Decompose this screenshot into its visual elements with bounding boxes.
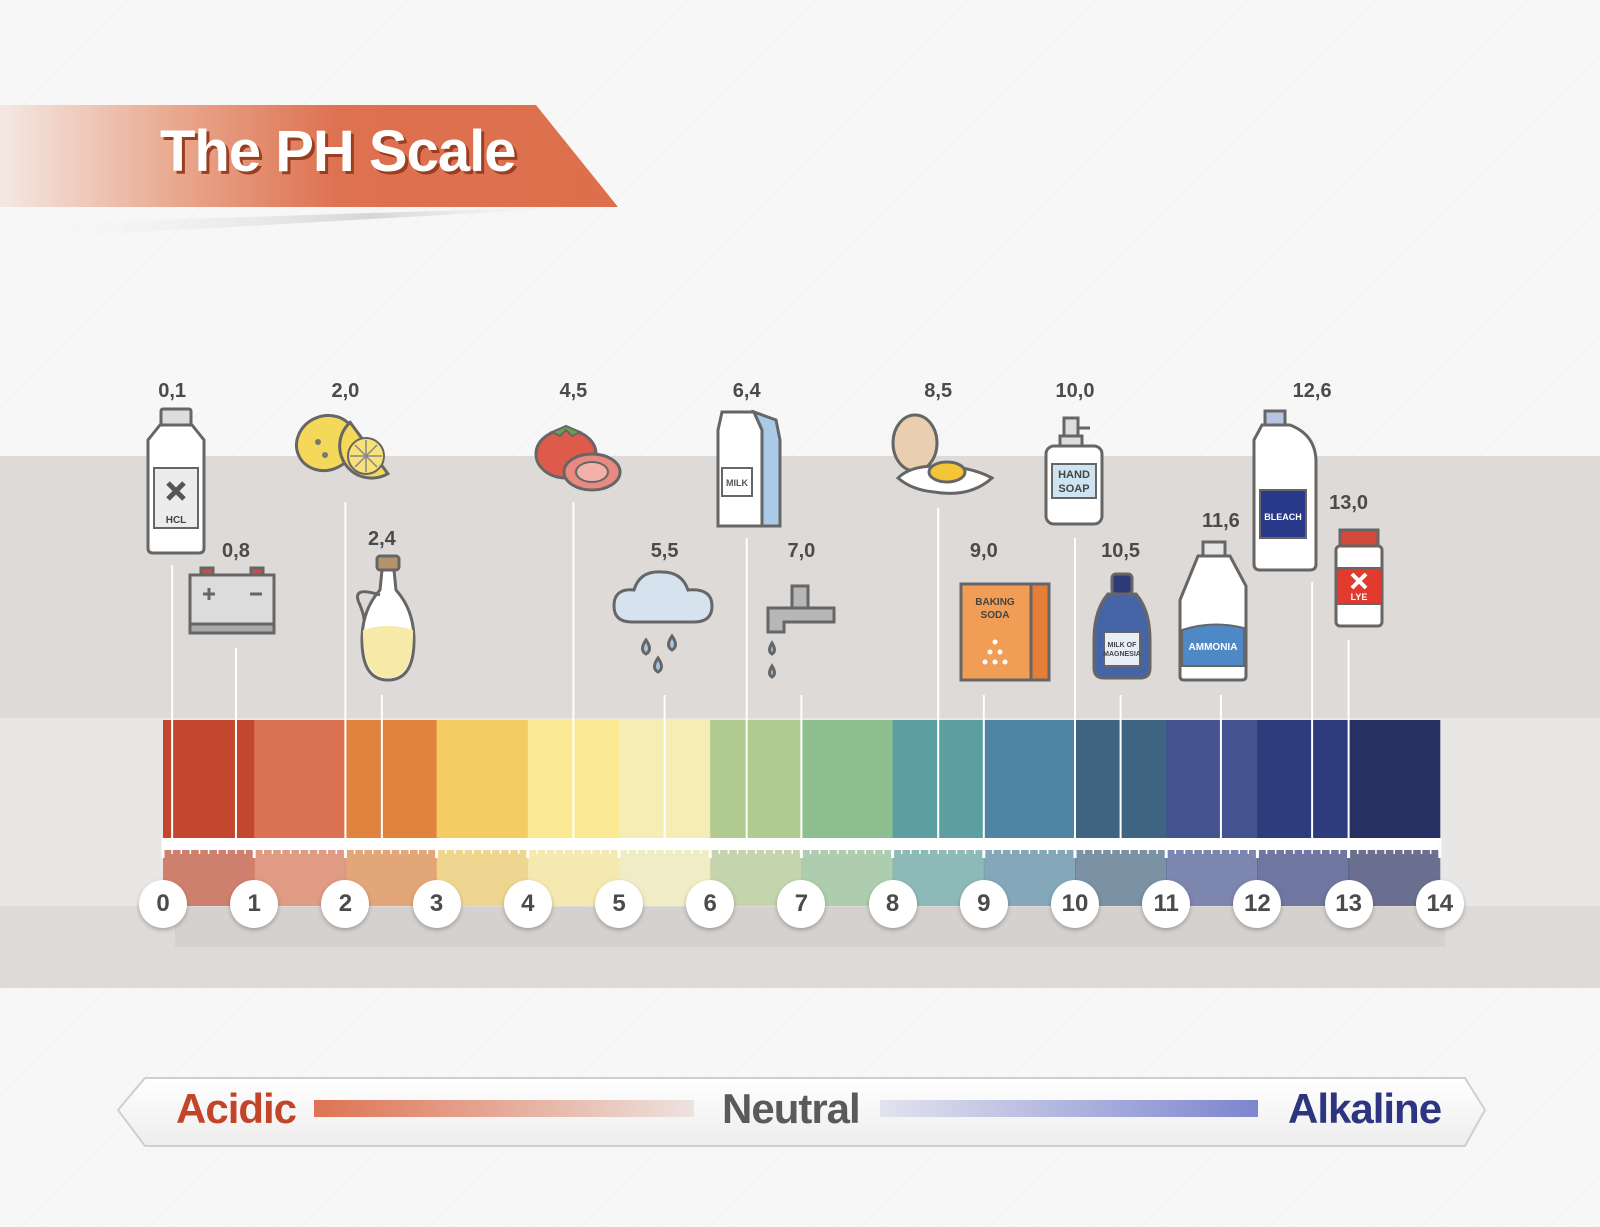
color-band [1348,720,1441,838]
value-label: 11,6 [1201,510,1240,532]
svg-text:BLEACH: BLEACH [1264,512,1302,522]
legend-neutral-label: Neutral [722,1085,861,1132]
scale-number: 0 [139,880,187,928]
scale-number: 7 [777,880,826,928]
egg-icon [891,413,995,495]
legend-alkaline-label: Alkaline [1288,1085,1442,1132]
lye-jar-icon: LYE [1334,528,1384,628]
color-band [983,720,1076,838]
pointer-dot [1216,839,1225,847]
pointer-dot [797,839,806,847]
title-ribbon [0,105,618,207]
value-label: 10,0 [1055,380,1095,402]
milk-carton-icon: MILK [716,409,782,528]
scale-number: 9 [959,880,1008,928]
pointer-dot [1344,839,1353,847]
scale-number: 13 [1324,880,1373,928]
alkaline-gradient-bar [880,1100,1258,1117]
svg-text:HCL: HCL [166,515,187,526]
value-label: 2,0 [331,380,360,402]
color-band [1257,720,1350,838]
pointer-dot [231,839,240,847]
svg-text:HAND: HAND [1058,469,1090,481]
color-band [163,720,255,838]
pointer-dot [742,839,751,847]
ammonia-jug-icon: AMMONIA [1178,540,1248,682]
scale-number: 12 [1233,880,1282,928]
legend-acidic-label: Acidic [176,1085,297,1132]
value-label: 0,1 [158,380,187,402]
scale-number: 14 [1415,880,1464,928]
page-title: The PH Scale [160,119,516,184]
scale-number: 10 [1051,880,1099,928]
lemon-icon [295,413,391,480]
color-band [254,720,346,838]
value-label: 8,5 [924,380,953,402]
pointer-dot [1308,839,1317,847]
pointer-dot [341,839,350,847]
value-label: 6,4 [732,380,761,402]
rain-cloud-icon [612,570,714,674]
vinegar-bottle-icon [356,554,416,682]
color-band [436,720,529,838]
svg-text:MILK: MILK [726,478,748,488]
value-label: 4,5 [559,380,588,402]
value-label: 12,6 [1292,380,1332,402]
color-band [801,720,894,838]
svg-text:SODA: SODA [981,610,1010,621]
hand-soap-icon: HAND SOAP [1044,416,1104,526]
pointer-dot [168,839,177,847]
scale-number: 3 [412,880,461,928]
water-tap-icon [766,584,836,679]
scale-number: 4 [503,880,552,928]
pointer-dot [979,839,988,847]
pointer-dot [377,839,386,847]
pointer-dot [569,839,578,847]
milk-of-magnesia-bottle-icon: MILK OF MAGNESIA [1092,572,1152,680]
acidic-gradient-bar [314,1100,694,1117]
color-band [1166,720,1258,838]
hcl-bottle-icon: HCL [146,407,206,555]
value-label: 9,0 [969,540,998,562]
value-label: 5,5 [650,540,679,562]
color-band [710,720,802,838]
pointer-dot [660,839,669,847]
svg-text:LYE: LYE [1351,592,1368,602]
value-label: 10,5 [1101,540,1141,562]
scale-number: 5 [595,880,643,928]
svg-text:AMMONIA: AMMONIA [1189,642,1238,653]
baking-soda-box-icon: BAKING SODA [959,582,1051,682]
value-label: 13,0 [1329,492,1369,514]
pointer-dot [1071,839,1079,847]
svg-text:MAGNESIA: MAGNESIA [1103,651,1141,658]
title-ribbon [0,205,620,240]
svg-text:MILK OF: MILK OF [1108,642,1137,649]
scale-number: 8 [868,880,917,928]
svg-text:SOAP: SOAP [1058,483,1089,495]
pointer-dot [934,839,943,847]
scale-number: 11 [1142,880,1191,928]
scale-number: 1 [230,880,279,928]
legend-banner [116,1077,1487,1147]
pointer-lines [168,502,1353,847]
value-label: 2,4 [367,528,396,550]
scale-number: 6 [686,880,735,928]
pointer-dot [1116,839,1125,847]
car-battery-icon [188,566,276,635]
color-band [345,720,438,838]
bleach-bottle-icon: BLEACH [1252,409,1318,572]
tomato-icon [534,424,622,492]
scale-number: 2 [321,880,370,928]
value-label: 0,8 [222,540,250,562]
value-label: 7,0 [787,540,816,562]
svg-text:BAKING: BAKING [975,597,1015,608]
